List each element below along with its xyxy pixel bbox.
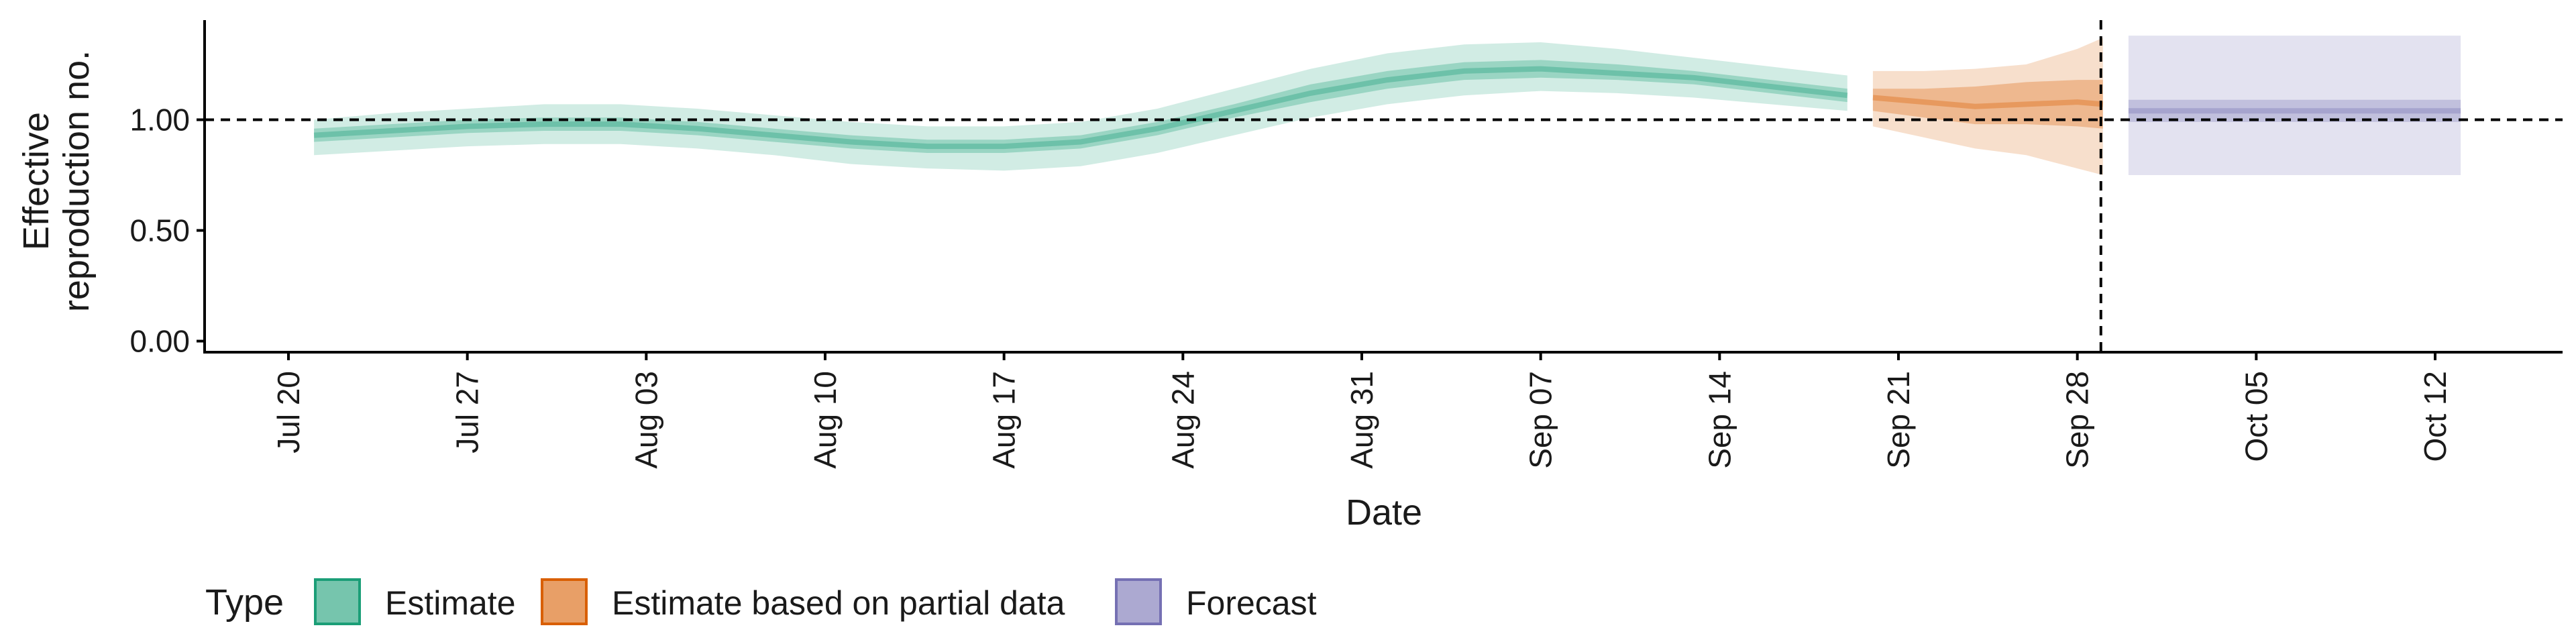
reference-lines	[205, 20, 2563, 352]
y-axis-title-line-1: Effective	[16, 112, 56, 250]
x-tick-label: Jul 27	[450, 371, 485, 453]
x-tick-label: Aug 31	[1344, 371, 1379, 469]
estimate-median-line	[313, 66, 1848, 150]
estimate-based-on-partial-data-outer-band	[1872, 38, 2103, 176]
legend-title: Type	[205, 582, 284, 623]
y-axis-title-line-2: reproduction no.	[56, 50, 97, 312]
x-tick-label: Aug 24	[1165, 371, 1200, 469]
estimate-inner-band	[314, 60, 1847, 154]
estimate-based-on-partial-data-inner-band	[1872, 80, 2103, 129]
y-tick-label: 0.50	[129, 213, 190, 248]
forecast-inner-band	[2128, 99, 2461, 122]
estimate-based-on-partial-data-median-line	[1872, 95, 2104, 109]
legend: Type Estimate Estimate based on partial d…	[205, 578, 1317, 625]
x-tick-label: Sep 28	[2060, 371, 2095, 469]
x-tick-label: Aug 17	[987, 371, 1022, 469]
x-axis-ticks: Jul 20 Jul 27 Aug 03 Aug 10 Aug 17 Aug 24 Aug …	[271, 352, 2453, 469]
x-tick-label: Sep 14	[1702, 371, 1737, 469]
legend-item-label: Forecast	[1186, 584, 1317, 622]
legend-item-label: Estimate	[385, 584, 516, 622]
x-tick-label: Aug 03	[629, 371, 663, 469]
estimate-outer-band	[314, 42, 1847, 171]
x-tick-label: Sep 21	[1881, 371, 1916, 469]
legend-swatch	[314, 578, 361, 625]
x-tick-label: Oct 12	[2418, 371, 2453, 462]
x-tick-label: Aug 10	[808, 371, 843, 469]
y-axis-ticks: 0.00 0.50 1.00	[129, 103, 205, 359]
axes	[203, 20, 2563, 354]
legend-swatch	[541, 578, 588, 625]
series-bands	[314, 36, 2461, 176]
x-tick-label: Jul 20	[271, 371, 306, 453]
y-tick-label: 0.00	[129, 324, 190, 359]
legend-item-label: Estimate based on partial data	[612, 584, 1065, 622]
series-median-lines	[313, 66, 2461, 150]
x-tick-label: Oct 05	[2239, 371, 2273, 462]
legend-swatch	[1115, 578, 1162, 625]
forecast-outer-band	[2128, 36, 2461, 175]
y-tick-label: 1.00	[129, 103, 190, 138]
x-axis-title: Date	[1346, 492, 1422, 533]
x-tick-label: Sep 07	[1523, 371, 1558, 469]
